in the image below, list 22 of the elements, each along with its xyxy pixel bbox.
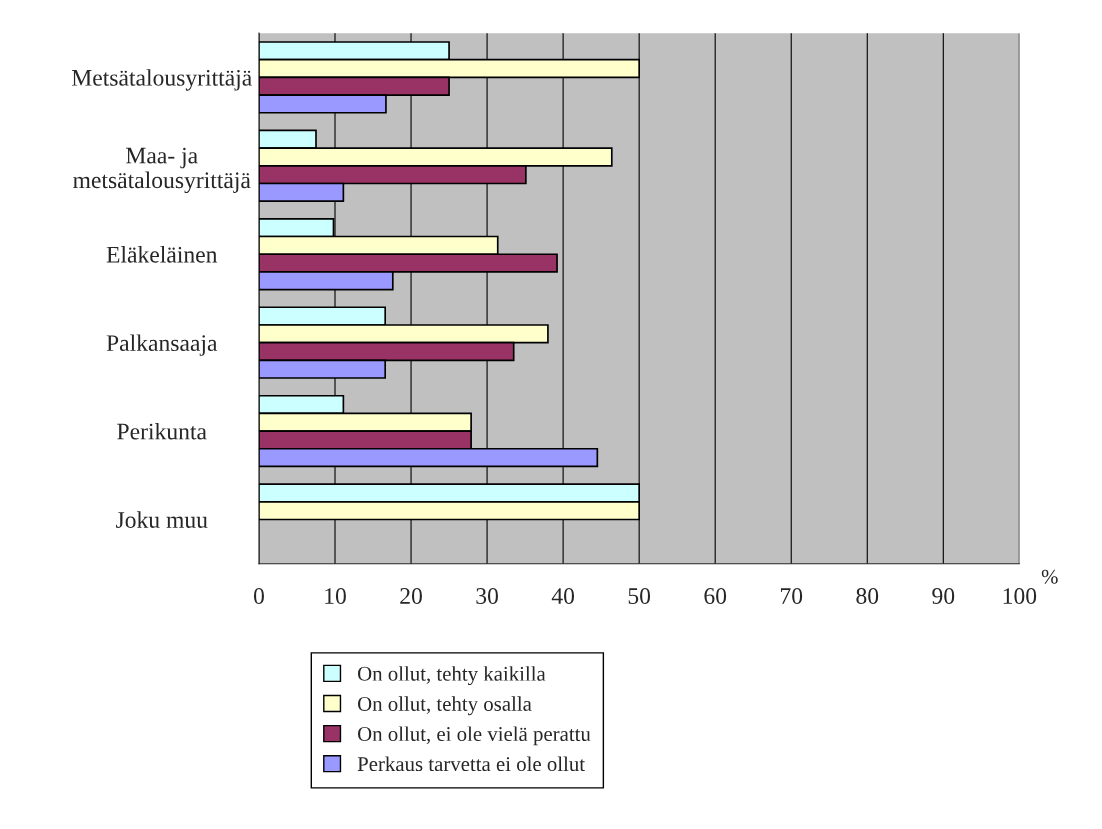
x-tick-label: 80 [856, 588, 879, 604]
legend-label: On ollut, tehty kaikilla [357, 666, 546, 686]
x-axis-title: % [1041, 569, 1058, 584]
x-tick-label: 30 [476, 588, 498, 604]
x-tick-label: 50 [628, 588, 651, 604]
x-tick-label: 10 [325, 588, 346, 604]
x-tick-label: 100 [1003, 588, 1037, 604]
y-tick-label: Joku muu [116, 511, 208, 528]
y-tick-label: Perikunta [117, 422, 207, 440]
x-tick-label: 40 [551, 588, 575, 604]
legend-label: On ollut, tehty osalla [357, 696, 532, 716]
x-tick-label: 20 [400, 588, 422, 604]
y-tick-label: Maa- ja metsätalousyrittäjä [73, 147, 251, 194]
x-tick-label: 90 [932, 588, 955, 604]
y-tick-label: Metsätalousyrittäjä [71, 69, 252, 91]
x-tick-label: 70 [780, 588, 803, 604]
y-tick-label: Palkansaaja [106, 334, 218, 356]
y-tick-label: Eläkeläinen [106, 246, 218, 263]
x-tick-label: 0 [253, 588, 264, 604]
legend-label: On ollut, ei ole vielä perattu [357, 726, 591, 746]
x-tick-label: 60 [704, 588, 727, 604]
legend-label: Perkaus tarvetta ei ole ollut [357, 756, 585, 772]
